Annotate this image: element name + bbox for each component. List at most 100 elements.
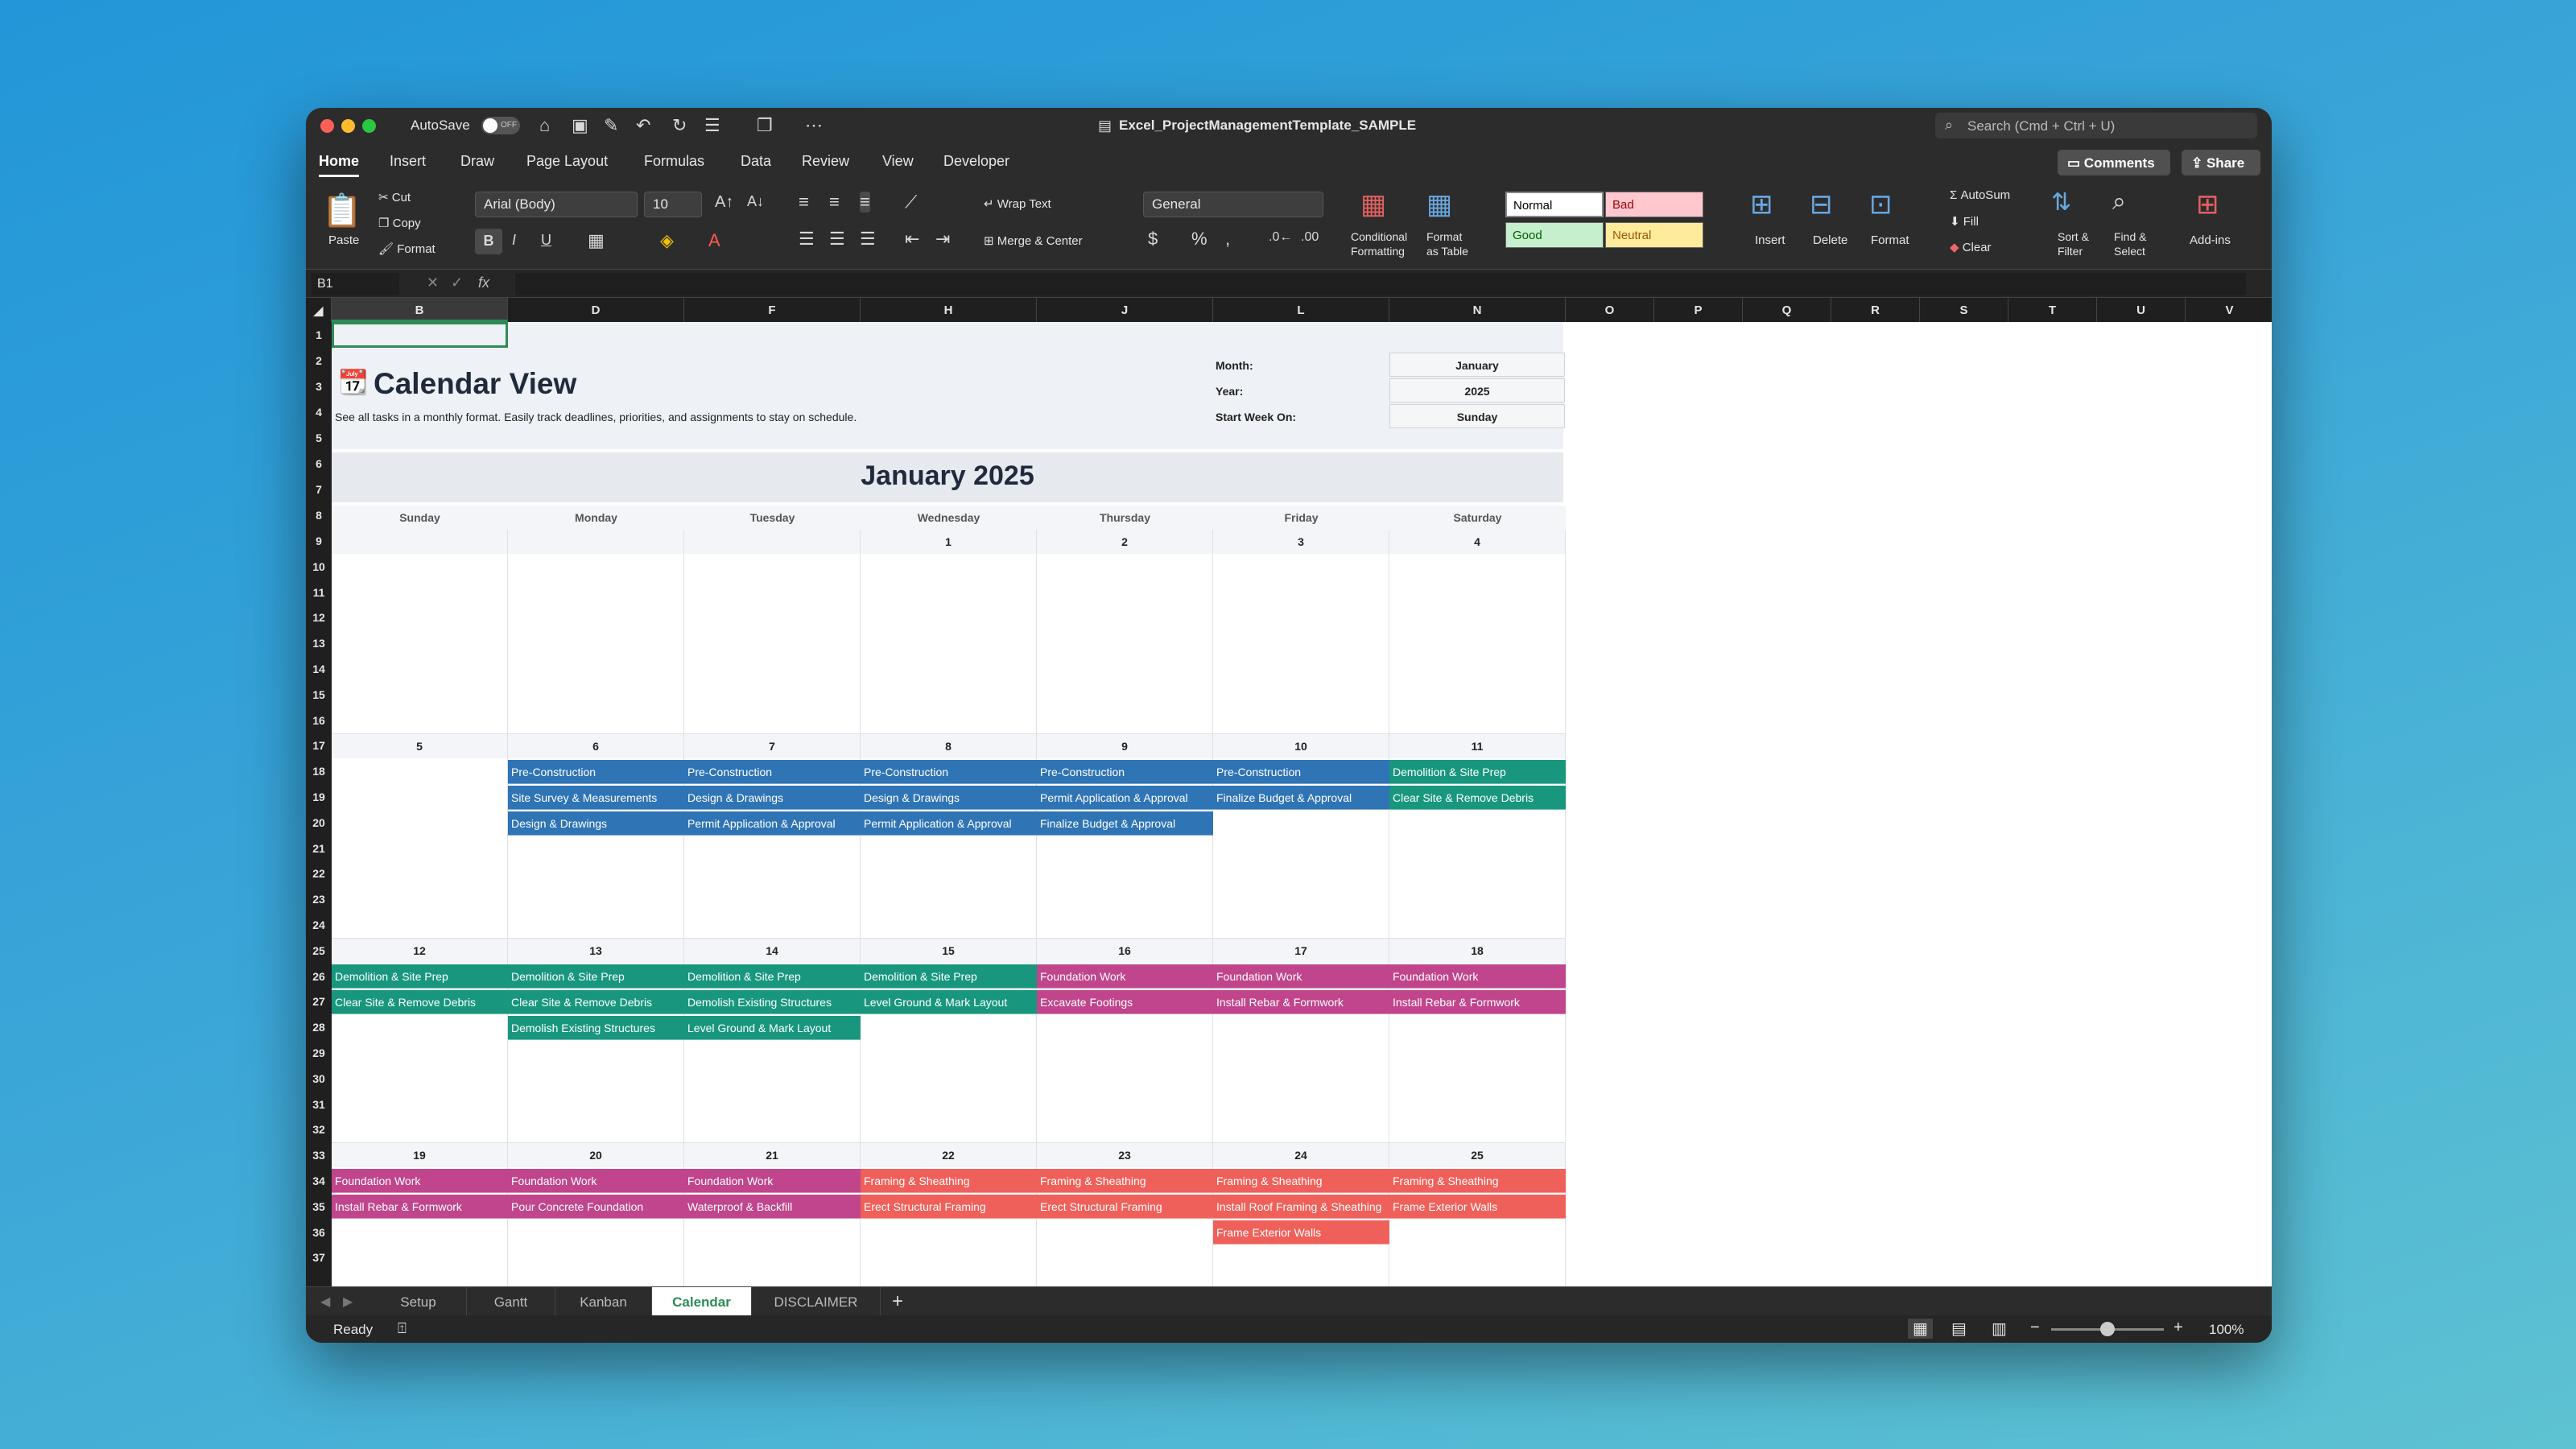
task-bar[interactable]: Foundation Work xyxy=(1389,964,1566,989)
find-select-label-2[interactable]: Select xyxy=(2114,245,2145,258)
fill-button[interactable]: ⬇ Fill xyxy=(1950,215,1979,229)
search-box[interactable]: ⌕ Search (Cmd + Ctrl + U) xyxy=(1935,113,2257,138)
row-header-4[interactable]: 4 xyxy=(316,406,322,419)
task-bar[interactable]: Pre-Construction xyxy=(861,760,1037,784)
find-select-label[interactable]: Find & xyxy=(2114,230,2147,243)
task-bar[interactable]: Clear Site & Remove Debris xyxy=(1389,786,1566,810)
column-header-q[interactable]: Q xyxy=(1743,298,1831,322)
style-bad[interactable]: Bad xyxy=(1605,192,1703,217)
calendar-day[interactable]: 12 Demolition & Site Prep Clear Site & Rem… xyxy=(332,939,508,1143)
font-size-select[interactable]: 10 xyxy=(644,192,702,217)
conditional-formatting-label[interactable]: Conditional xyxy=(1351,230,1408,243)
copy-icon[interactable]: ❐ xyxy=(757,115,773,135)
tab-data[interactable]: Data xyxy=(741,153,772,169)
row-header-35[interactable]: 35 xyxy=(312,1199,325,1213)
sheet-tab-setup[interactable]: Setup xyxy=(370,1287,467,1316)
row-header-37[interactable]: 37 xyxy=(312,1251,325,1265)
task-bar[interactable]: Demolition & Site Prep xyxy=(861,964,1037,989)
column-header-v[interactable]: V xyxy=(2186,298,2272,322)
style-good[interactable]: Good xyxy=(1505,222,1604,248)
task-bar[interactable]: Permit Application & Approval xyxy=(1037,786,1213,810)
task-bar[interactable]: Finalize Budget & Approval xyxy=(1213,786,1389,810)
align-middle-icon[interactable]: ≡ xyxy=(829,192,840,212)
comma-icon[interactable]: , xyxy=(1225,229,1231,249)
column-header-u[interactable]: U xyxy=(2097,298,2186,322)
task-bar[interactable]: Site Survey & Measurements xyxy=(508,786,684,810)
select-all-corner[interactable]: ◢ xyxy=(306,298,332,322)
task-bar[interactable]: Pre-Construction xyxy=(684,760,861,784)
task-bar[interactable]: Waterproof & Backfill xyxy=(684,1195,861,1219)
comments-button[interactable]: ▭ Comments xyxy=(2058,150,2170,175)
bold-button[interactable]: B xyxy=(475,229,502,254)
row-header-10[interactable]: 10 xyxy=(312,559,325,573)
number-format-select[interactable]: General xyxy=(1143,192,1323,217)
year-value[interactable]: 2025 xyxy=(1389,378,1565,402)
row-header-12[interactable]: 12 xyxy=(312,611,325,625)
paste-icon[interactable]: 📋 xyxy=(322,193,362,229)
calendar-day[interactable] xyxy=(684,530,861,734)
column-header-r[interactable]: R xyxy=(1831,298,1920,322)
align-left-icon[interactable]: ☰ xyxy=(799,229,815,249)
task-bar[interactable]: Finalize Budget & Approval xyxy=(1037,811,1213,836)
row-header-13[interactable]: 13 xyxy=(312,637,325,650)
column-header-p[interactable]: P xyxy=(1654,298,1743,322)
column-header-h[interactable]: H xyxy=(861,298,1037,322)
share-button[interactable]: ⇪ Share xyxy=(2182,150,2260,175)
calendar-day[interactable]: 25 Framing & Sheathing Frame Exterior Wall… xyxy=(1389,1143,1566,1286)
accessibility-icon[interactable]: ⍐ xyxy=(398,1320,407,1336)
home-icon[interactable]: ⌂ xyxy=(539,115,551,135)
task-bar[interactable]: Demolition & Site Prep xyxy=(1389,760,1566,784)
task-bar[interactable]: Demolish Existing Structures xyxy=(684,990,861,1014)
calendar-day[interactable]: 11 Demolition & Site Prep Clear Site & Rem… xyxy=(1389,734,1566,939)
row-header-19[interactable]: 19 xyxy=(312,791,325,803)
format-cells-icon[interactable]: ⊡ xyxy=(1869,189,1893,220)
zoom-slider-knob[interactable] xyxy=(2100,1322,2115,1336)
task-bar[interactable]: Frame Exterior Walls xyxy=(1389,1195,1566,1219)
task-bar[interactable]: Permit Application & Approval xyxy=(684,811,861,836)
function-icon[interactable]: fx xyxy=(478,275,490,291)
sheet-tab-kanban[interactable]: Kanban xyxy=(555,1287,652,1316)
row-header-29[interactable]: 29 xyxy=(312,1046,325,1059)
zoom-out-icon[interactable]: − xyxy=(2030,1319,2040,1336)
task-bar[interactable]: Foundation Work xyxy=(332,1169,508,1193)
row-header-24[interactable]: 24 xyxy=(312,919,325,931)
row-header-20[interactable]: 20 xyxy=(312,815,325,829)
sort-filter-label[interactable]: Sort & xyxy=(2058,230,2089,243)
row-header-8[interactable]: 8 xyxy=(316,509,322,522)
sort-filter-icon[interactable]: ⇅ xyxy=(2051,189,2072,216)
month-value[interactable]: January xyxy=(1389,353,1565,377)
autosum-button[interactable]: Σ AutoSum xyxy=(1950,188,2011,202)
column-header-o[interactable]: O xyxy=(1566,298,1654,322)
tab-developer[interactable]: Developer xyxy=(943,153,1010,169)
task-bar[interactable]: Erect Structural Framing xyxy=(861,1195,1037,1219)
calendar-day[interactable]: 14 Demolition & Site Prep Demolish Existin… xyxy=(684,939,861,1143)
normal-view-icon[interactable]: ▦ xyxy=(1908,1319,1933,1339)
wrap-text-button[interactable]: ↵ Wrap Text xyxy=(984,197,1051,211)
name-box[interactable]: B1 xyxy=(311,273,399,295)
calendar-day[interactable] xyxy=(508,530,684,734)
format-as-table-icon[interactable]: ▦ xyxy=(1426,189,1453,220)
save-icon[interactable]: ▣ xyxy=(572,115,588,135)
task-bar[interactable]: Erect Structural Framing xyxy=(1037,1195,1213,1219)
task-bar[interactable]: Design & Drawings xyxy=(508,811,684,836)
row-header-6[interactable]: 6 xyxy=(316,457,322,470)
insert-cells-label[interactable]: Insert xyxy=(1755,233,1785,247)
calendar-day[interactable]: 4 xyxy=(1389,530,1566,734)
task-bar[interactable]: Permit Application & Approval xyxy=(861,811,1037,836)
cut-button[interactable]: ✂ Cut xyxy=(378,191,411,204)
format-cells-label[interactable]: Format xyxy=(1871,233,1909,247)
calendar-day[interactable]: 17 Foundation Work Install Rebar & Formwor… xyxy=(1213,939,1389,1143)
merge-center-button[interactable]: ⊞ Merge & Center xyxy=(984,234,1083,248)
calendar-day[interactable]: 22 Framing & Sheathing Erect Structural Fr… xyxy=(861,1143,1037,1286)
zoom-slider[interactable] xyxy=(2051,1322,2164,1336)
increase-font-icon[interactable]: A↑ xyxy=(715,193,734,211)
redo-icon[interactable]: ↻ xyxy=(672,115,687,135)
task-bar[interactable]: Framing & Sheathing xyxy=(1213,1169,1389,1193)
cancel-icon[interactable]: ✕ xyxy=(427,275,440,291)
task-bar[interactable]: Pre-Construction xyxy=(1213,760,1389,784)
format-painter-button[interactable]: 🖌 Format xyxy=(378,242,436,256)
task-bar[interactable]: Foundation Work xyxy=(1213,964,1389,989)
align-right-icon[interactable]: ☰ xyxy=(860,229,876,249)
row-header-15[interactable]: 15 xyxy=(312,687,325,701)
